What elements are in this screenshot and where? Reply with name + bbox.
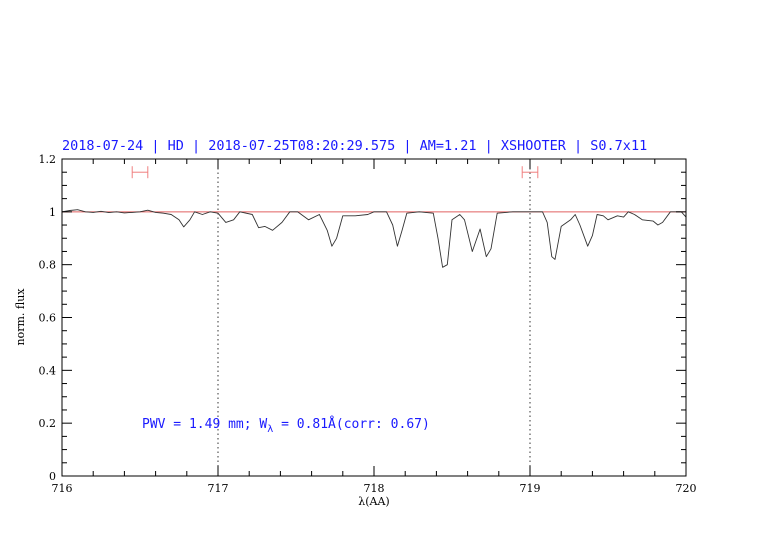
y-axis-label: norm. flux bbox=[14, 288, 27, 346]
plot-area: 716 717 718 719 720 0 0.2 0.4 0.6 0.8 1 1.2 bbox=[39, 153, 697, 495]
spectrum-line bbox=[61, 209, 687, 268]
x-tick-label: 716 bbox=[52, 482, 73, 495]
pwv-annotation: PWV = 1.49 mm; Wλ = 0.81Å(corr: 0.67) bbox=[142, 416, 430, 435]
y-tick-label: 0.8 bbox=[39, 259, 57, 272]
y-tick-label: 0.6 bbox=[39, 312, 57, 325]
y-tick-label: 1 bbox=[49, 206, 56, 219]
x-tick-label: 719 bbox=[520, 482, 541, 495]
annotation-pre: PWV = 1.49 mm; W bbox=[142, 417, 267, 432]
x-tick-label: 720 bbox=[676, 482, 697, 495]
y-tick-label: 0.4 bbox=[39, 364, 57, 377]
annotation-sub: λ bbox=[267, 424, 273, 435]
annotation-post: = 0.81Å(corr: 0.67) bbox=[273, 416, 430, 432]
x-tick-label: 718 bbox=[364, 482, 385, 495]
y-tick-label: 0.2 bbox=[39, 417, 57, 430]
y-tick-label: 1.2 bbox=[39, 153, 57, 166]
x-tick-label: 717 bbox=[208, 482, 229, 495]
chart-title: 2018-07-24 | HD | 2018-07-25T08:20:29.57… bbox=[62, 138, 647, 154]
y-tick-label: 0 bbox=[49, 470, 56, 483]
x-axis-label: λ(AA) bbox=[358, 495, 389, 508]
